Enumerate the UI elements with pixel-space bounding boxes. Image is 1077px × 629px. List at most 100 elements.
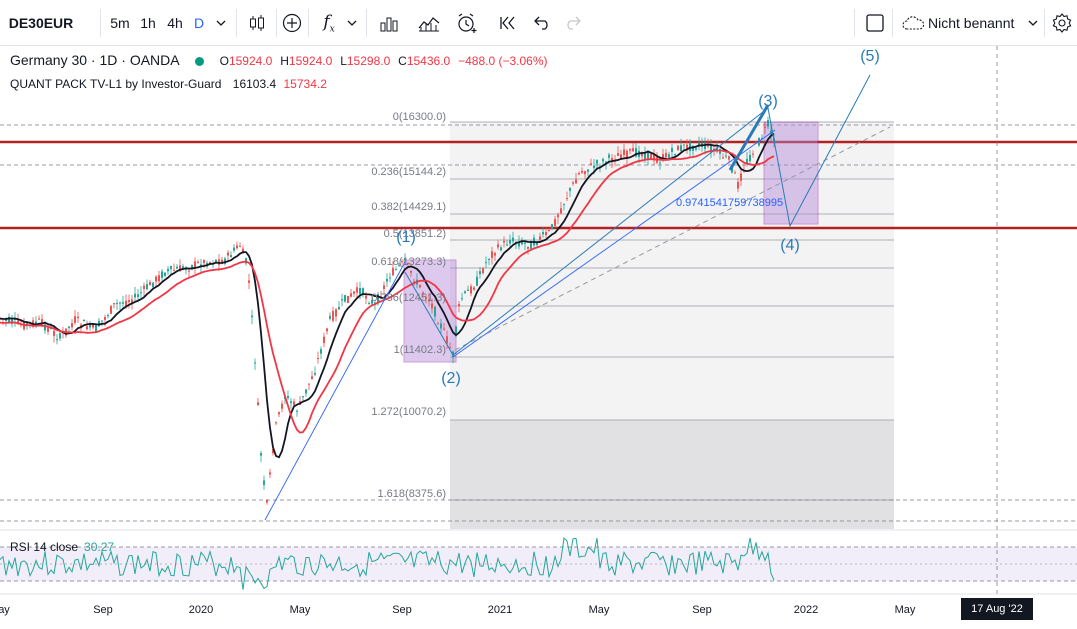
candle-body <box>290 401 292 404</box>
candle-body <box>305 389 307 394</box>
candle-body <box>194 261 196 268</box>
candle-body <box>158 275 160 282</box>
wave-label-3[interactable]: (3) <box>758 93 778 110</box>
candle-body <box>38 318 40 320</box>
compare-symbol-button[interactable] <box>278 0 306 46</box>
candle-body <box>410 270 412 273</box>
candle-body <box>131 299 133 304</box>
candle-body <box>407 263 409 265</box>
fullscreen-button[interactable] <box>862 0 888 46</box>
candle-body <box>353 291 355 294</box>
candle-body <box>5 319 7 321</box>
indicators-dropdown[interactable] <box>344 0 360 46</box>
candle-body <box>128 300 130 303</box>
wave-label-4[interactable]: (4) <box>780 237 800 254</box>
indicator-templates-icon <box>418 14 440 32</box>
price-chart-canvas[interactable] <box>0 46 1077 629</box>
rsi-label[interactable]: RSI 14 close <box>10 540 79 554</box>
candle-body <box>182 266 184 269</box>
toolbar-divider <box>100 9 101 37</box>
indicators-button[interactable]: fx <box>316 0 342 46</box>
candle-body <box>728 156 730 160</box>
interval-5m[interactable]: 5m <box>110 15 130 31</box>
wave-label-5[interactable]: (5) <box>860 48 880 65</box>
interval-d[interactable]: D <box>193 15 205 31</box>
candle-body <box>242 248 244 254</box>
candle-body <box>59 333 61 339</box>
chart-pane[interactable] <box>0 46 1077 629</box>
layout-name[interactable]: Nicht benannt <box>928 15 1015 31</box>
fib-label-1: 1(11402.3) <box>393 344 446 356</box>
wave-label-2[interactable]: (2) <box>441 370 461 387</box>
candle-body <box>761 137 763 139</box>
rsi-line <box>0 536 775 590</box>
candle-body <box>11 318 13 324</box>
indicator-legend[interactable]: QUANT PACK TV-L1 by Investor-Guard 16103… <box>10 77 327 91</box>
symbol-search[interactable]: DE30EUR <box>8 15 74 31</box>
candle-body <box>278 412 280 415</box>
candle-body <box>50 328 52 330</box>
candle-body <box>764 126 766 128</box>
replay-button[interactable] <box>494 0 522 46</box>
candle-body <box>377 294 379 304</box>
candle-body <box>557 214 559 218</box>
open-label: O <box>219 54 229 68</box>
candle-body <box>476 276 478 286</box>
candle-body <box>665 152 667 158</box>
candle-body <box>695 148 697 150</box>
candle-body <box>413 281 415 283</box>
candle-body <box>89 323 91 328</box>
undo-button[interactable] <box>530 0 556 46</box>
candle-body <box>482 268 484 274</box>
time-tick: 2021 <box>487 604 513 616</box>
candle-body <box>347 295 349 303</box>
low-label: L <box>340 54 347 68</box>
candle-body <box>635 148 637 157</box>
candle-body <box>134 293 136 298</box>
interval-1h[interactable]: 1h <box>140 15 156 31</box>
interval-dropdown[interactable] <box>212 0 230 46</box>
candle-body <box>320 349 322 354</box>
chart-type-button[interactable] <box>242 0 272 46</box>
redo-icon <box>563 16 581 30</box>
settings-button[interactable] <box>1048 0 1076 46</box>
candle-body <box>335 309 337 317</box>
candle-body <box>572 182 574 184</box>
alert-button[interactable] <box>452 0 482 46</box>
candle-body <box>161 271 163 278</box>
wave-label-1[interactable]: (1) <box>396 229 416 246</box>
legend-title[interactable]: Germany 30 · 1D · OANDA <box>10 52 179 68</box>
fib-label-1618: 1.618(8375.6) <box>377 488 447 500</box>
candle-body <box>422 292 424 294</box>
high-label: H <box>280 54 289 68</box>
candle-body <box>260 452 262 456</box>
candle-body <box>632 148 634 152</box>
candle-body <box>737 181 739 189</box>
candle-body <box>455 326 457 334</box>
candle-body <box>47 327 49 332</box>
candle-body <box>257 402 259 406</box>
candle-body <box>398 264 400 266</box>
candle-body <box>41 319 43 323</box>
redo-button[interactable] <box>560 0 584 46</box>
layout-dropdown[interactable] <box>1024 0 1042 46</box>
templates-button[interactable] <box>414 0 444 46</box>
candle-body <box>419 284 421 288</box>
financials-button[interactable] <box>374 0 404 46</box>
candle-body <box>575 179 577 184</box>
interval-4h[interactable]: 4h <box>167 15 183 31</box>
cloud-save-button[interactable] <box>900 0 926 46</box>
rsi-legend[interactable]: RSI 14 close 30.27 <box>10 540 114 554</box>
open-value: 15924.0 <box>228 54 273 68</box>
trendline-2 <box>452 129 776 358</box>
candle-body <box>644 153 646 159</box>
indicator-name[interactable]: QUANT PACK TV-L1 by Investor-Guard <box>10 77 222 91</box>
candle-body <box>164 272 166 276</box>
candle-body <box>275 422 277 424</box>
candle-body <box>227 252 229 256</box>
candle-body <box>302 396 304 398</box>
time-tick: Sep <box>93 604 113 616</box>
candle-body <box>149 282 151 286</box>
candle-body <box>689 142 691 152</box>
fib-label-0618: 0.618(13273.3) <box>371 256 446 268</box>
